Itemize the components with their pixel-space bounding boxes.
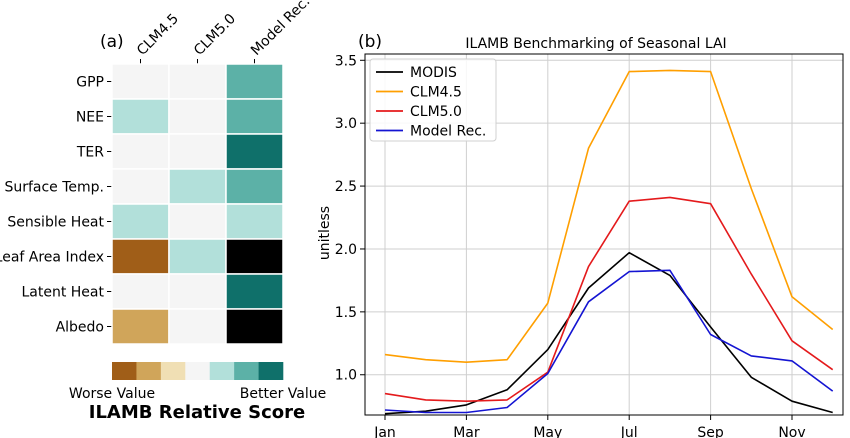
- x-tick-label: May: [533, 425, 562, 438]
- heatmap-cell: [225, 203, 284, 240]
- line-chart-panel: (b) ILAMB Benchmarking of Seasonal LAI u…: [317, 32, 844, 438]
- heatmap-cell: [111, 133, 170, 170]
- heatmap-cell: [111, 203, 170, 240]
- heatmap-cell: [225, 133, 284, 170]
- legend-swatch: [209, 362, 235, 380]
- column-label: CLM5.0: [191, 11, 239, 59]
- row-label: Leaf Area Index: [0, 250, 104, 266]
- legend-swatch: [258, 362, 284, 380]
- x-tick-label: Jan: [373, 425, 396, 438]
- series-line-clm4-5: [384, 69, 834, 364]
- heatmap-cell: [111, 238, 170, 275]
- legend-entry: CLM4.5: [410, 85, 462, 101]
- y-tick-label: 1.0: [335, 368, 357, 384]
- heatmap-cell: [168, 98, 227, 135]
- row-label: NEE: [76, 110, 104, 126]
- heatmap-cell: [225, 98, 284, 135]
- column-label: Model Rec.: [248, 0, 313, 59]
- legend-swatch: [234, 362, 259, 380]
- heatmap-cell: [225, 63, 284, 100]
- heatmap-cell: [168, 133, 227, 170]
- row-label: Albedo: [56, 320, 104, 336]
- x-tick-label: Mar: [453, 425, 480, 438]
- legend-box: [369, 58, 497, 142]
- row-label: Surface Temp.: [4, 180, 104, 196]
- column-label: CLM4.5: [134, 11, 182, 59]
- legend-low-label: Worse Value: [69, 386, 155, 402]
- x-tick-label: Nov: [778, 425, 805, 438]
- heatmap-cell: [111, 63, 170, 100]
- x-tick-label: Sep: [697, 425, 724, 438]
- legend-swatch: [112, 362, 137, 380]
- heatmap-cell: [111, 273, 170, 310]
- row-label: Sensible Heat: [7, 215, 104, 231]
- legend-swatch: [185, 362, 211, 380]
- y-tick-label: 1.5: [335, 305, 357, 321]
- plot-frame: [364, 53, 844, 416]
- legend-title: ILAMB Relative Score: [89, 402, 305, 423]
- y-tick-label: 2.0: [335, 242, 357, 258]
- legend-entry: CLM5.0: [410, 104, 462, 120]
- heatmap-cell: [111, 98, 170, 135]
- heatmap-panel: (a) CLM4.5 CLM5.0 Model Rec. GPP NEE TER Surf…: [0, 0, 326, 423]
- heatmap-cell: [168, 63, 227, 100]
- y-axis-label: unitless: [317, 206, 333, 260]
- heatmap-cell: [225, 168, 284, 205]
- legend-swatch: [160, 362, 186, 380]
- series-line-clm5-0: [384, 196, 834, 403]
- series-line-model-rec: [384, 269, 834, 414]
- heatmap-cell: [225, 238, 284, 275]
- heatmap-cell: [168, 308, 227, 345]
- y-tick-label: 3.0: [335, 116, 357, 132]
- heatmap-cell: [168, 203, 227, 240]
- legend-swatch: [136, 362, 162, 380]
- legend-entry: MODIS: [410, 65, 457, 81]
- heatmap-cell: [168, 273, 227, 310]
- heatmap-cell: [168, 238, 227, 275]
- row-label: TER: [76, 145, 104, 161]
- row-label: GPP: [76, 75, 104, 91]
- panel-label-b: (b): [358, 32, 382, 52]
- heatmap-cell: [111, 308, 170, 345]
- chart-title: ILAMB Benchmarking of Seasonal LAI: [465, 36, 726, 52]
- y-tick-label: 3.5: [335, 53, 357, 69]
- row-label: Latent Heat: [21, 285, 104, 301]
- heatmap-cell: [225, 308, 284, 345]
- panel-label-a: (a): [100, 32, 124, 52]
- legend-high-label: Better Value: [240, 386, 326, 402]
- legend-entry: Model Rec.: [410, 124, 486, 140]
- y-tick-label: 2.5: [335, 179, 357, 195]
- heatmap-cell: [168, 168, 227, 205]
- x-tick-label: Jul: [620, 425, 638, 438]
- series-line-modis: [384, 251, 833, 415]
- heatmap-cell: [111, 168, 170, 205]
- heatmap-cell: [225, 273, 284, 310]
